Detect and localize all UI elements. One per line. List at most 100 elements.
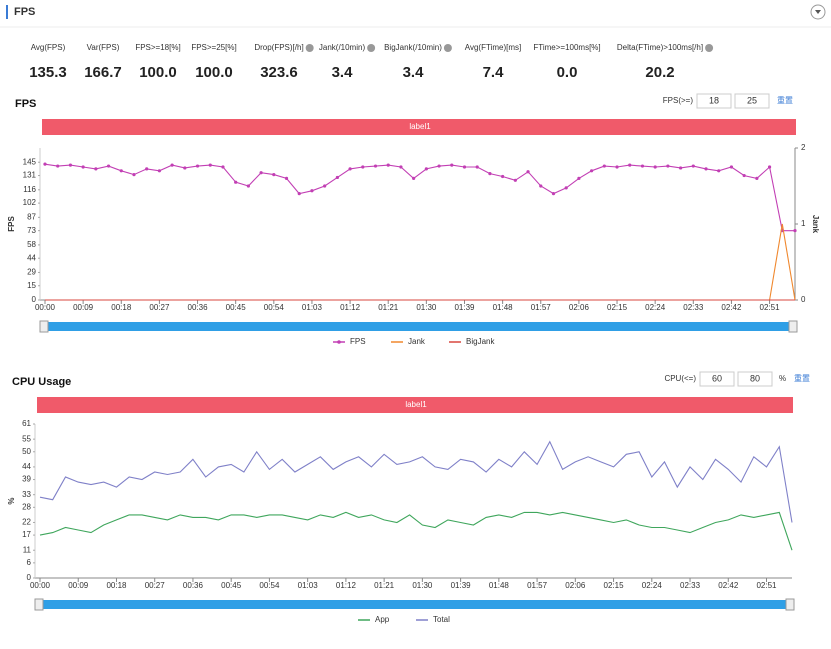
series-marker xyxy=(539,184,543,188)
slider-handle[interactable] xyxy=(34,598,44,611)
threshold-value: 18 xyxy=(709,95,719,105)
x-tick-label: 02:33 xyxy=(683,303,704,312)
series-marker xyxy=(793,229,797,233)
y-tick-label: 61 xyxy=(22,419,31,428)
series-marker xyxy=(56,164,60,168)
y2-tick-label: 1 xyxy=(801,219,806,228)
y-tick-label: 22 xyxy=(22,518,31,527)
stat-label: Delta(FTime)>100ms[/h] xyxy=(617,43,703,52)
header-accent xyxy=(6,5,8,19)
legend-label: Jank xyxy=(408,337,426,346)
label-band xyxy=(37,397,793,413)
series-marker xyxy=(170,163,174,167)
x-tick-label: 00:45 xyxy=(226,303,247,312)
series-marker xyxy=(450,163,454,167)
series-marker xyxy=(373,164,378,168)
reset-link[interactable]: 重置 xyxy=(777,95,793,105)
threshold-input[interactable] xyxy=(734,93,770,109)
y2-tick-label: 0 xyxy=(801,295,806,304)
y-tick-label: 44 xyxy=(27,253,36,262)
x-tick-label: 00:00 xyxy=(35,303,56,312)
help-icon[interactable] xyxy=(367,44,376,52)
x-tick-label: 01:30 xyxy=(412,581,433,590)
x-tick-label: 01:03 xyxy=(298,581,319,590)
series-marker xyxy=(488,172,492,176)
chart-title: FPS xyxy=(15,98,36,110)
x-tick-label: 02:06 xyxy=(569,303,590,312)
reset-link[interactable]: 重置 xyxy=(794,373,810,383)
series-marker xyxy=(234,180,238,184)
x-tick-label: 01:57 xyxy=(527,581,548,590)
series-marker xyxy=(437,164,441,168)
x-tick-label: 01:57 xyxy=(531,303,552,312)
threshold-input[interactable] xyxy=(696,93,732,109)
threshold-value: 60 xyxy=(712,373,722,383)
legend-marker xyxy=(337,340,341,344)
series-marker xyxy=(195,164,200,168)
series-marker xyxy=(666,164,670,168)
slider-handle[interactable] xyxy=(785,598,795,611)
series-marker xyxy=(297,192,301,196)
y-tick-label: 0 xyxy=(32,295,37,304)
series-marker xyxy=(526,170,530,174)
x-tick-label: 00:27 xyxy=(149,303,170,312)
series-marker xyxy=(704,167,708,171)
stat-label: BigJank(/10min) xyxy=(384,43,442,52)
help-icon[interactable] xyxy=(705,44,714,52)
x-tick-label: 01:03 xyxy=(302,303,323,312)
slider-handle[interactable] xyxy=(788,320,798,333)
series-marker xyxy=(602,164,606,168)
y-tick-label: 44 xyxy=(22,462,31,471)
series-marker xyxy=(272,173,276,177)
legend-label: FPS xyxy=(350,337,366,346)
x-tick-label: 02:06 xyxy=(565,581,586,590)
slider-handle[interactable] xyxy=(39,320,49,333)
threshold-input[interactable] xyxy=(737,371,773,387)
y-tick-label: 58 xyxy=(27,240,36,249)
legend-label: BigJank xyxy=(466,337,495,346)
series-marker xyxy=(284,176,289,180)
y-tick-label: 145 xyxy=(23,157,37,166)
series-marker xyxy=(119,169,123,173)
series-marker xyxy=(361,165,365,169)
series-marker xyxy=(335,175,339,180)
series-marker xyxy=(564,186,568,190)
x-tick-label: 00:09 xyxy=(68,581,89,590)
range-slider[interactable] xyxy=(37,600,793,609)
y-tick-label: 87 xyxy=(27,212,36,221)
x-tick-label: 00:54 xyxy=(264,303,285,312)
y2-axis-label: Jank xyxy=(811,215,820,234)
series-marker xyxy=(94,167,98,171)
stat-value: 7.4 xyxy=(483,64,505,81)
stat-value: 100.0 xyxy=(139,64,177,81)
series-line xyxy=(45,223,796,301)
help-icon[interactable] xyxy=(443,44,452,52)
x-tick-label: 02:24 xyxy=(645,303,666,312)
series-marker xyxy=(246,184,250,188)
y-tick-label: 102 xyxy=(23,198,37,207)
series-marker xyxy=(717,169,721,173)
stat-value: 0.0 xyxy=(557,64,578,81)
series-marker xyxy=(399,165,403,169)
y-tick-label: 55 xyxy=(22,434,31,443)
series-marker xyxy=(68,163,73,167)
threshold-input[interactable] xyxy=(699,371,735,387)
y2-tick-label: 2 xyxy=(801,143,806,152)
x-tick-label: 02:33 xyxy=(680,581,701,590)
series-marker xyxy=(208,163,212,167)
x-tick-label: 00:09 xyxy=(73,303,94,312)
range-slider[interactable] xyxy=(42,322,796,331)
series-marker xyxy=(755,176,759,180)
series-line xyxy=(44,163,795,232)
header-title: FPS xyxy=(14,6,35,18)
series-marker xyxy=(640,164,645,168)
stat-value: 3.4 xyxy=(332,64,354,81)
stat-label: FTime>=100ms[%] xyxy=(533,43,600,52)
series-marker xyxy=(475,165,479,169)
series-marker xyxy=(157,169,162,173)
help-icon[interactable] xyxy=(305,44,314,52)
legend-label: App xyxy=(375,615,390,624)
y-tick-label: 11 xyxy=(23,545,32,554)
stat-label: Avg(FPS) xyxy=(31,43,66,52)
